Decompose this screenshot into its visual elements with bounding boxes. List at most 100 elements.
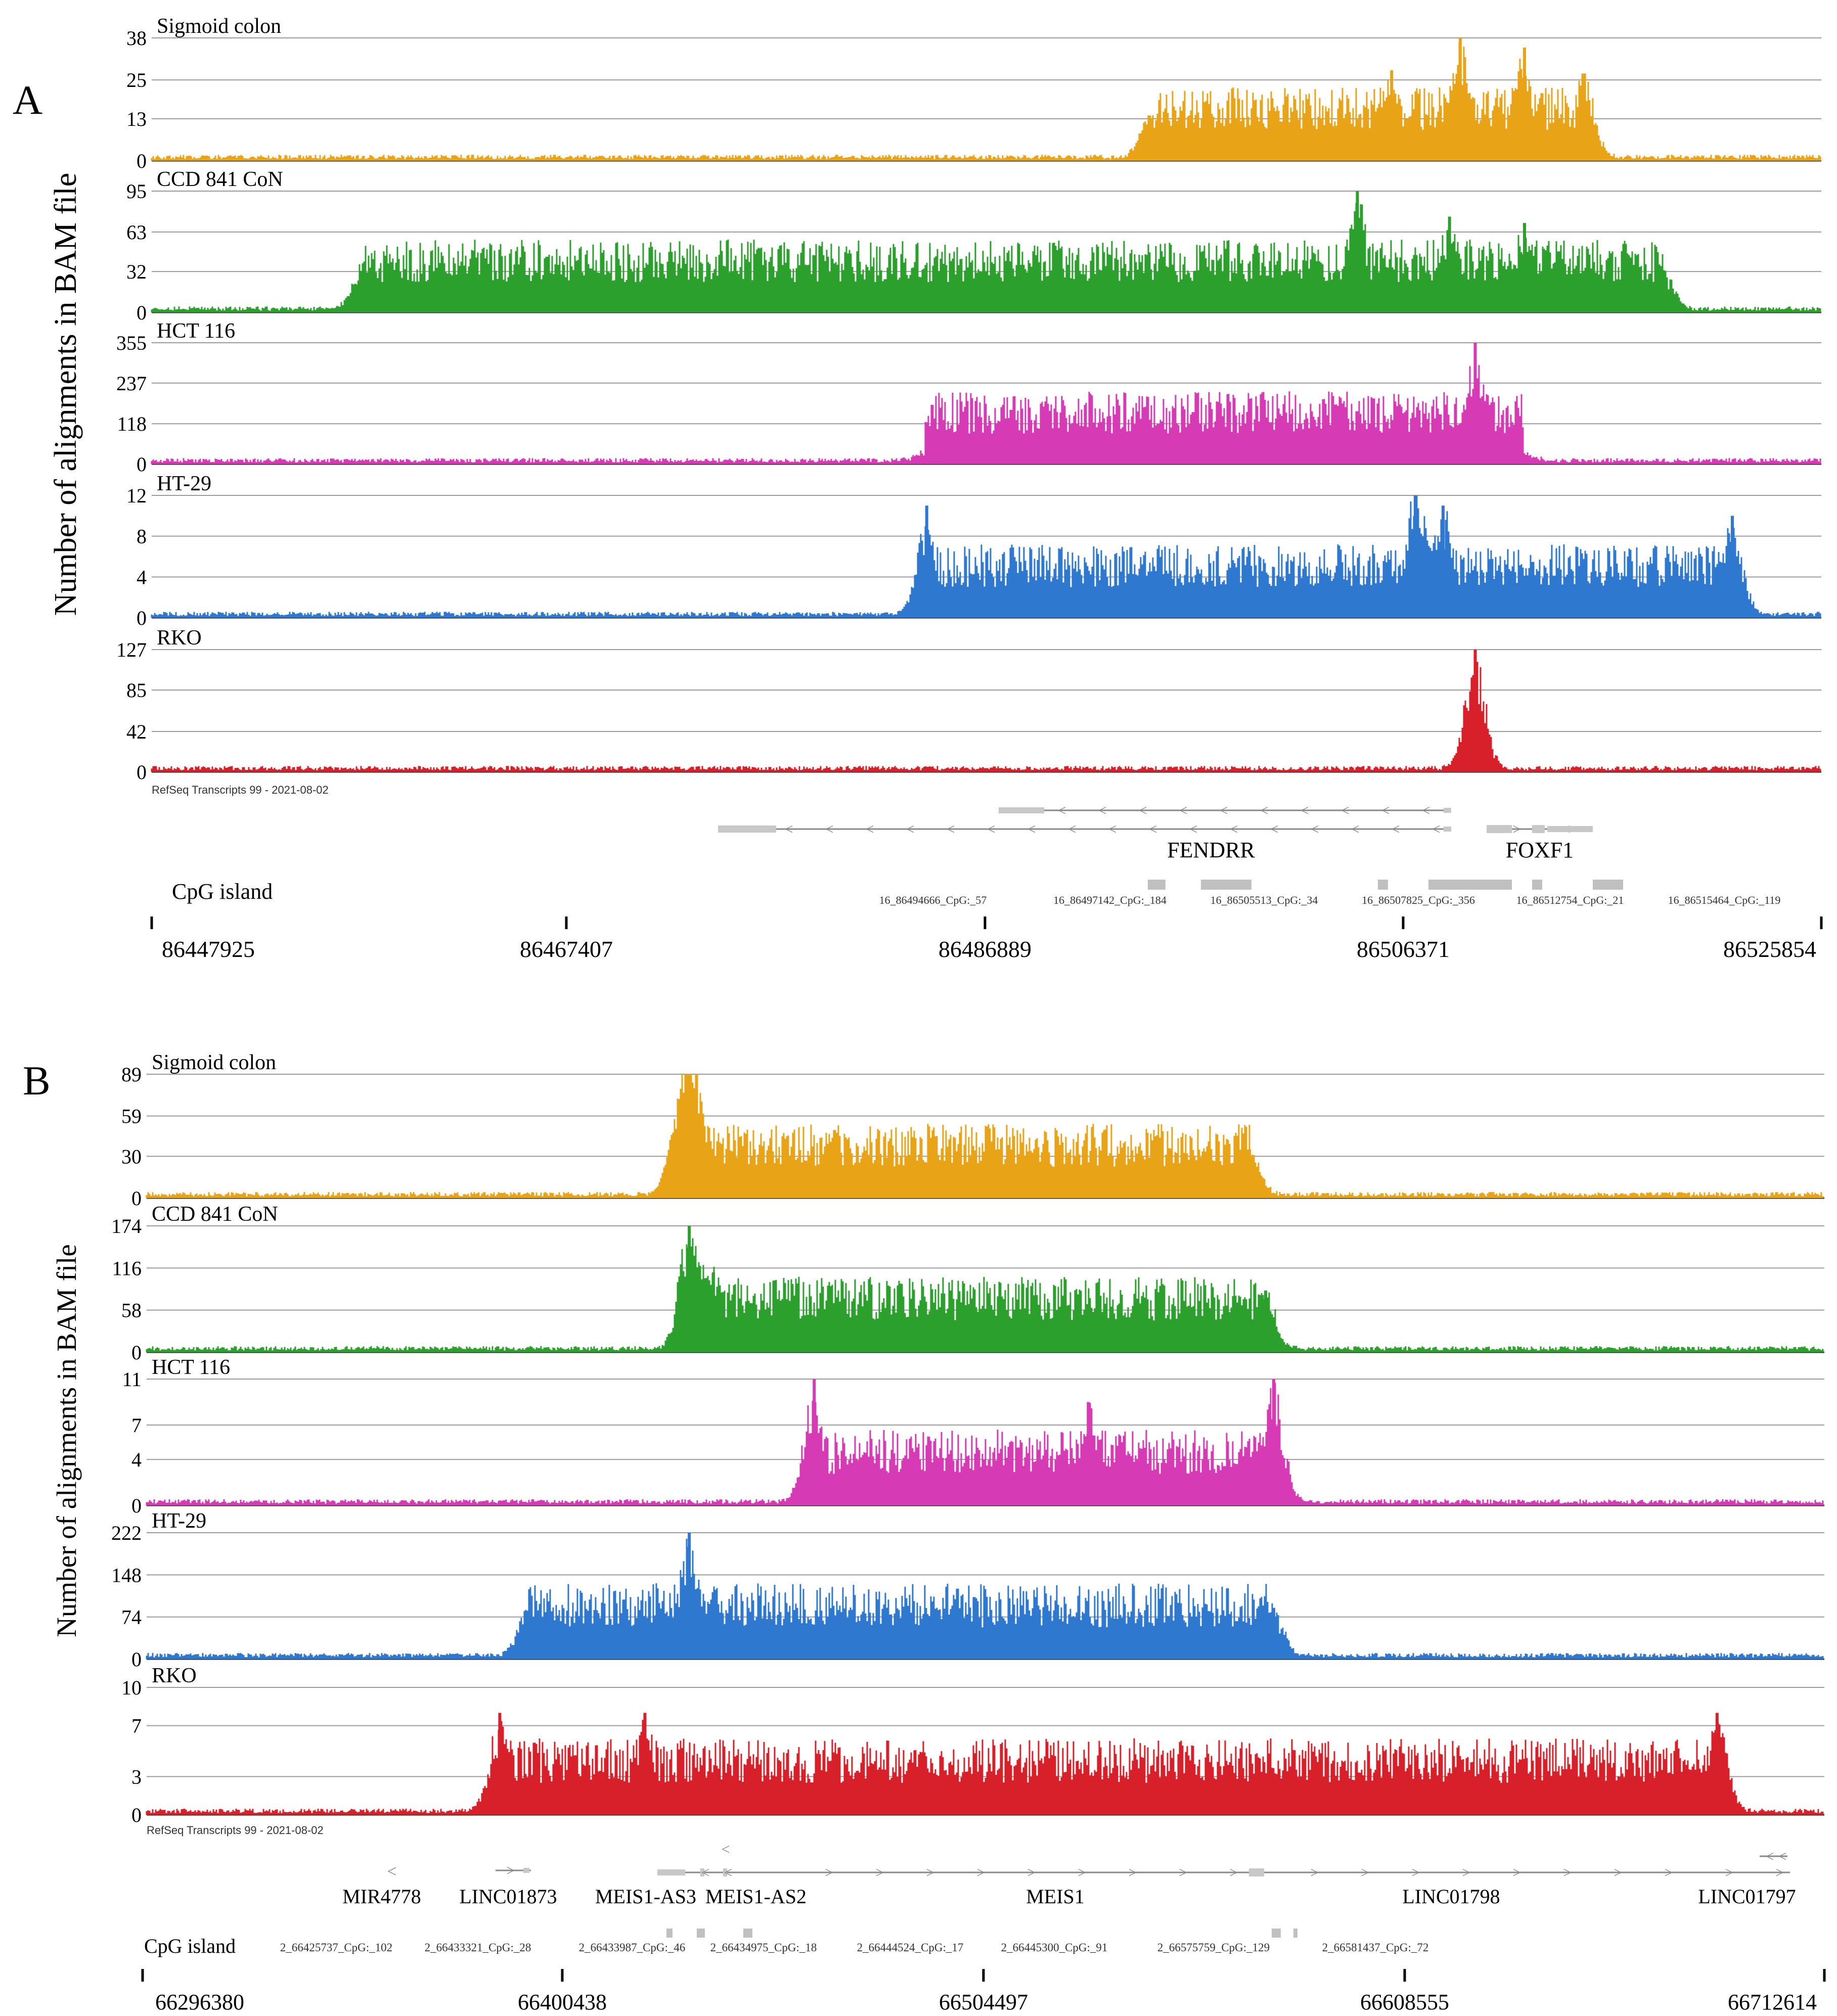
y-tick-label: 59	[121, 1105, 142, 1128]
track-sigmoid-colon: 0 30 59 89 Sigmoid colon	[121, 1051, 1824, 1210]
strand-arrow: >	[1230, 1864, 1238, 1881]
strand-arrow: <	[1058, 802, 1066, 819]
y-tick-label: 32	[126, 260, 147, 283]
panel-b: B Number of alignments in BAM file 03059…	[23, 1051, 1826, 2014]
panel-b-x-axis: 66296380 66400438 66504497 66608555 6671…	[141, 1969, 1826, 2014]
coverage-bars-sigmoid-colon	[146, 1074, 1824, 1198]
y-tick-label: 12	[126, 484, 147, 507]
y-tick-label: 116	[112, 1257, 142, 1279]
y-tick-label: 3	[131, 1765, 142, 1788]
strand-arrow: >	[507, 1862, 515, 1879]
strand-arrow: <	[1392, 821, 1400, 838]
y-tick-label: 0	[131, 1494, 142, 1517]
x-tick-label: 86506371	[1357, 936, 1450, 962]
strand-arrow: >	[1614, 1864, 1623, 1881]
strand-arrow: <	[1432, 821, 1441, 838]
coverage-area	[151, 662, 1821, 772]
track-ccd-841-con: 0 32 63 95 CCD 841 CoN	[126, 168, 1821, 324]
panel-b-mir4778-arrow: <	[387, 1862, 396, 1881]
strand-arrow: <	[1381, 802, 1390, 819]
track-label: Sigmoid colon	[152, 1051, 276, 1074]
strand-arrow: >	[1563, 1864, 1572, 1881]
strand-arrow: <	[1108, 821, 1117, 838]
x-tick-label: 86467407	[520, 936, 613, 962]
strand-arrow: <	[1311, 821, 1319, 838]
coverage-area	[146, 1718, 1824, 1815]
strand-arrow: >	[1027, 1864, 1036, 1881]
panel-a-letter: A	[13, 77, 42, 123]
y-tick-label: 0	[137, 453, 147, 476]
cpg-box	[666, 1929, 673, 1938]
panel-a-tracks: 0 13 25 38 Sigmoid colon 0 32 63 95 CCD 841 CoN 0 1…	[116, 15, 1821, 784]
strand-arrow: <	[1139, 802, 1147, 819]
y-tick-label: 7	[131, 1715, 142, 1737]
strand-arrow: >	[1462, 1864, 1471, 1881]
strand-arrow: <	[1260, 802, 1269, 819]
gene-label: MIR4778	[342, 1885, 421, 1908]
track-hct-116: 0 118 237 355 HCT 116	[116, 319, 1821, 476]
strand-arrow: >	[1665, 1864, 1673, 1881]
x-tick-label: 66400438	[518, 1990, 607, 2014]
strand-arrow: >	[1078, 1864, 1087, 1881]
strand-arrow: >	[1179, 1864, 1188, 1881]
coverage-bars-sigmoid-colon	[151, 42, 1821, 161]
cpg-box	[1272, 1929, 1281, 1938]
cpg-name: 16_86507825_CpG:_356	[1362, 894, 1475, 906]
coverage-area	[146, 1074, 1824, 1198]
x-tick-label: 86486889	[938, 936, 1032, 962]
cpg-name: 2_66434975_CpG:_18	[710, 1941, 817, 1954]
strand-arrow: <	[906, 821, 915, 838]
gene-label: LINC01873	[459, 1885, 557, 1908]
y-tick-label: 7	[131, 1414, 142, 1437]
panel-a-cpg-names: 16_86494666_CpG:_57 16_86497142_CpG:_184…	[879, 894, 1781, 906]
strand-arrow: <	[1230, 821, 1238, 838]
y-tick-label: 10	[121, 1676, 142, 1699]
panel-a-x-axis: 86447925 86467407 86486889 86506371 8652…	[150, 917, 1823, 962]
y-tick-label: 8	[137, 525, 147, 548]
y-tick-label: 95	[126, 180, 147, 203]
panel-a-gene-fendrr-model	[718, 807, 1451, 833]
coverage-bars-ht-29	[151, 495, 1821, 618]
coverage-bars-rko	[146, 1718, 1824, 1815]
y-tick-label: 25	[126, 69, 147, 91]
y-tick-label: 0	[131, 1187, 142, 1210]
coverage-area	[151, 346, 1821, 464]
cpg-box	[1428, 880, 1512, 890]
x-tick-label: 86447925	[162, 936, 255, 962]
coverage-area	[151, 42, 1821, 161]
panel-a-cpg-label: CpG island	[172, 879, 273, 904]
y-tick-label: 148	[111, 1564, 142, 1586]
panel-a-gene-label-fendrr: FENDRR	[1167, 838, 1255, 862]
panel-b-meis1-as3-arrow: <	[722, 1841, 730, 1858]
x-tick-label: 66296380	[155, 1990, 244, 2014]
strand-arrow: <	[1270, 821, 1279, 838]
y-tick-label: 355	[116, 332, 147, 354]
y-tick-label: 74	[121, 1606, 142, 1629]
track-label: Sigmoid colon	[157, 15, 281, 38]
coverage-area	[146, 1383, 1824, 1505]
panel-b-ylabel: Number of alignments in BAM file	[51, 1244, 82, 1637]
strand-arrow: <	[1341, 802, 1350, 819]
track-ht-29: 0 4 8 12 HT-29	[126, 472, 1821, 629]
track-ht-29: 0 74 148 222 HT-29	[111, 1509, 1824, 1671]
track-label: HT-29	[152, 1509, 206, 1533]
track-label: CCD 841 CoN	[152, 1203, 278, 1226]
panel-b-gene-strand-arrows: > < < > > > > > > > > > > > > > > > > > > >< <	[507, 1848, 1787, 1881]
x-tick-label: 86525854	[1723, 936, 1816, 962]
strand-arrow: <	[1422, 802, 1430, 819]
track-rko: 0 3 7 10 RKO	[121, 1664, 1824, 1826]
cpg-name: 16_86515464_CpG:_119	[1668, 894, 1781, 906]
cpg-box	[1378, 880, 1388, 890]
strand-arrow: <	[947, 821, 955, 838]
y-tick-label: 118	[117, 413, 147, 435]
cpg-box	[1201, 880, 1251, 890]
strand-arrow: >	[1311, 1864, 1319, 1881]
coverage-bars-ht-29	[146, 1533, 1824, 1659]
cpg-name: 2_66445300_CpG:_91	[1001, 1941, 1108, 1954]
strand-arrow: >	[825, 1864, 834, 1881]
strand-arrow: >	[1129, 1864, 1137, 1881]
strand-arrow: >	[876, 1864, 884, 1881]
track-hct-116: 0 4 7 11 HCT 116	[122, 1356, 1824, 1517]
cpg-name: 2_66575759_CpG:_129	[1157, 1941, 1270, 1954]
track-label: RKO	[152, 1664, 197, 1687]
